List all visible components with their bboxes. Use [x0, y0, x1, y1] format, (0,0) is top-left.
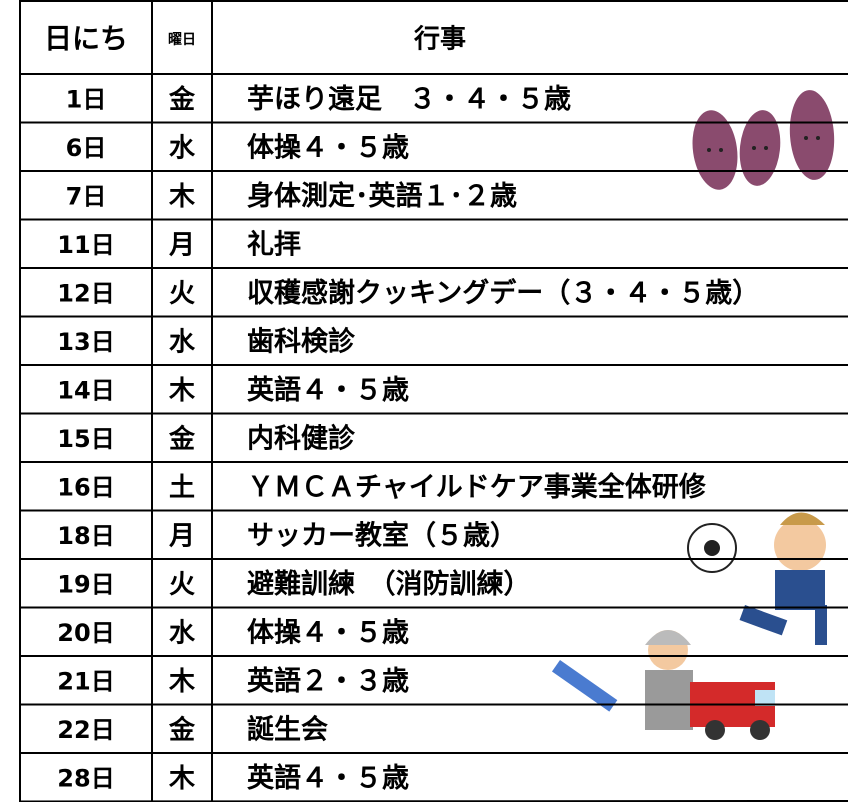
- weekday-cell: 木: [168, 376, 195, 406]
- weekday-cell: 水: [169, 327, 196, 357]
- weekday-cell: 火: [169, 279, 195, 309]
- date-cell: 21日: [57, 667, 114, 695]
- weekday-cell: 金: [168, 714, 196, 745]
- date-cell: 19日: [57, 570, 114, 598]
- weekday-cell: 火: [169, 570, 195, 600]
- event-cell: 礼拝: [247, 228, 301, 260]
- date-cell: 15日: [57, 425, 114, 453]
- weekday-cell: 木: [168, 667, 195, 697]
- weekday-cell: 金: [168, 423, 196, 454]
- event-cell: ＹＭＣＡチャイルドケア事業全体研修: [247, 471, 707, 503]
- event-cell: 身体測定･英語１･２歳: [247, 180, 517, 212]
- header-cell: 日にち: [44, 22, 128, 55]
- rule: [19, 800, 849, 802]
- event-cell: 収穫感謝クッキングデー（３・４・５歳）: [247, 277, 759, 309]
- date-cell: 14日: [57, 376, 114, 404]
- event-cell: サッカー教室（５歳）: [247, 519, 517, 551]
- event-cell: 英語４・５歳: [247, 762, 409, 794]
- header-cell: 行事: [413, 24, 466, 55]
- event-cell: 避難訓練 （消防訓練）: [247, 568, 531, 600]
- date-cell: 20日: [57, 619, 114, 647]
- header-cell: 曜日: [168, 32, 196, 48]
- event-cell: 英語２・３歳: [247, 665, 409, 697]
- date-cell: 6日: [66, 134, 107, 162]
- event-cell: 体操４・５歳: [247, 617, 409, 648]
- weekday-cell: 水: [169, 618, 196, 648]
- event-cell: 芋ほり遠足 ３・４・５歳: [247, 84, 571, 115]
- event-cell: 誕生会: [247, 714, 328, 745]
- soccer-player: [687, 512, 827, 645]
- weekday-cell: 水: [169, 133, 196, 163]
- date-cell: 1日: [66, 85, 107, 113]
- date-cell: 7日: [66, 182, 107, 210]
- event-cell: 歯科検診: [247, 325, 356, 357]
- firefighter-and-truck: [551, 630, 775, 740]
- event-cell: 英語４・５歳: [247, 374, 409, 406]
- date-cell: 28日: [57, 764, 114, 792]
- event-cell: 体操４・５歳: [247, 132, 409, 163]
- weekday-cell: 木: [168, 182, 195, 212]
- date-cell: 11日: [57, 231, 114, 259]
- event-cell: 内科健診: [247, 422, 356, 454]
- weekday-cell: 月: [168, 230, 195, 260]
- date-cell: 18日: [57, 522, 114, 550]
- weekday-cell: 金: [168, 84, 196, 115]
- date-cell: 13日: [57, 328, 114, 356]
- weekday-cell: 木: [168, 764, 195, 794]
- weekday-cell: 土: [169, 473, 195, 503]
- date-cell: 12日: [57, 279, 114, 307]
- date-cell: 16日: [57, 473, 114, 501]
- sweet-potatoes: [692, 90, 835, 190]
- date-cell: 22日: [57, 716, 114, 744]
- weekday-cell: 月: [168, 521, 195, 551]
